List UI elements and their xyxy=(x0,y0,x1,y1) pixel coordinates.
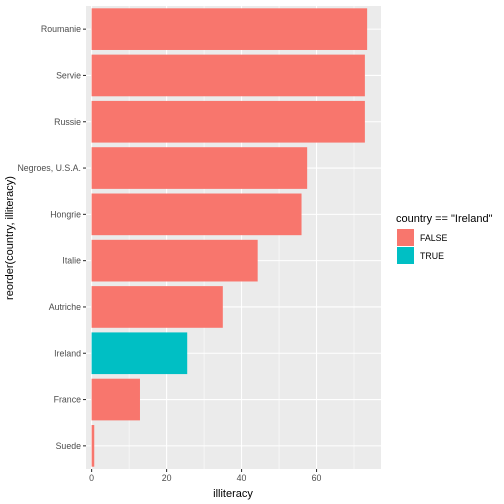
x-axis-title: illiteracy xyxy=(213,488,253,500)
bars xyxy=(91,8,368,467)
y-tick-label: France xyxy=(54,395,81,405)
x-tick-label: 20 xyxy=(162,473,172,483)
legend-key-false xyxy=(397,229,414,246)
y-tick-label: Negroes, U.S.A. xyxy=(17,163,81,173)
y-tick-label: Autriche xyxy=(49,302,81,312)
bar-france xyxy=(91,378,140,421)
bar-roumanie xyxy=(91,8,368,50)
y-tick-label: Roumanie xyxy=(41,24,81,34)
legend-title: country == "Ireland" xyxy=(396,213,493,225)
legend-label-true: TRUE xyxy=(420,251,444,261)
legend-label-false: FALSE xyxy=(420,233,448,243)
y-tick-label: Russie xyxy=(54,117,81,127)
y-tick-label: Italie xyxy=(62,256,81,266)
x-tick-label: 40 xyxy=(237,473,247,483)
y-axis: Roumanie Servie Russie Negroes, U.S.A. Hongr… xyxy=(17,24,86,451)
y-tick-label: Suede xyxy=(56,441,82,451)
bar-hongrie xyxy=(91,193,302,236)
x-tick-label: 0 xyxy=(89,473,94,483)
legend: country == "Ireland" FALSE TRUE xyxy=(396,213,493,264)
bar-servie xyxy=(91,54,365,97)
x-tick-label: 60 xyxy=(312,473,322,483)
y-tick-label: Servie xyxy=(56,70,81,80)
bar-autriche xyxy=(91,286,223,328)
x-axis: 0 20 40 60 xyxy=(89,469,322,483)
bar-russie xyxy=(91,100,365,143)
bar-suede xyxy=(91,425,95,467)
legend-key-true xyxy=(397,247,414,264)
bar-negroes-u-s-a xyxy=(91,147,308,189)
y-axis-title: reorder(country, illiteracy) xyxy=(4,176,16,300)
y-tick-label: Hongrie xyxy=(50,209,81,219)
bar-ireland xyxy=(91,332,188,375)
y-tick-label: Ireland xyxy=(54,348,81,358)
bar-italie xyxy=(91,239,258,282)
